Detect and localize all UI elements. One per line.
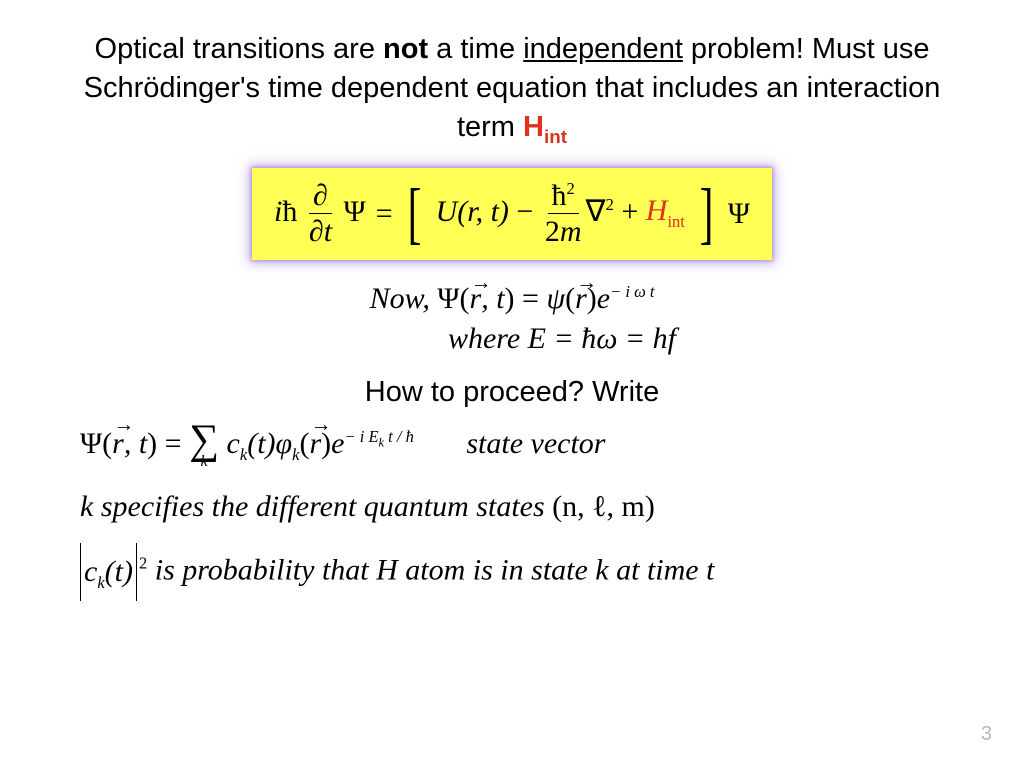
now-r-vec: r <box>470 282 482 316</box>
sv-sum: ∑ k <box>189 422 219 470</box>
eq-minus: − <box>509 194 541 227</box>
equation-box-wrap: iħ ∂ ∂t Ψ = [ U(r, t) − ħ2 2m ∇2 + Hint … <box>70 168 954 260</box>
eq-nabla: ∇ <box>586 194 606 227</box>
sv-phi-open: ( <box>299 427 309 460</box>
sv-exp: − i Ek t / ħ <box>344 427 413 446</box>
eq-frac-den-t: t <box>324 215 332 248</box>
eq-hbar: ħ <box>282 194 297 227</box>
sv-exp2: t / ħ <box>384 427 414 446</box>
eq-2: 2 <box>545 215 560 248</box>
sv-r-vec: r <box>112 421 124 466</box>
eq-equals: = <box>376 197 393 231</box>
hint-H: H <box>523 111 544 143</box>
how-to-proceed: How to proceed? Write <box>70 376 954 409</box>
now-r-vec2: r <box>575 282 587 316</box>
k-tuple: (n, ℓ, m) <box>552 490 655 523</box>
now-label: Now, <box>370 282 438 315</box>
eq-lbracket: [ <box>407 186 421 241</box>
headline-independent: independent <box>523 33 683 65</box>
where-label: where <box>448 322 528 355</box>
abs-brackets: ck(t) <box>80 543 137 602</box>
sv-open: ( <box>102 427 112 460</box>
now-close: ) <box>505 282 515 315</box>
eq-plus: + <box>614 194 646 227</box>
sv-c: c <box>227 427 240 460</box>
now-eq: = <box>515 282 547 315</box>
eq-frac-num: ∂ <box>309 180 332 215</box>
sv-t: t <box>139 427 147 460</box>
headline-pre: Optical transitions are <box>95 33 384 65</box>
eq-U-args: (r, t) <box>457 194 509 227</box>
ck2-sub: k <box>97 573 104 592</box>
sv-exp1: − i E <box>344 427 378 446</box>
sv-phi: φ <box>276 427 293 460</box>
now-open2: ( <box>565 282 575 315</box>
eq-hbar2-sup: 2 <box>567 179 575 198</box>
k-specifies-line: k specifies the different quantum states… <box>80 484 954 529</box>
eq-bracket-content: U(r, t) − ħ2 2m ∇2 + Hint <box>436 180 685 248</box>
eq-m: m <box>560 215 582 248</box>
sv-ck: ck <box>227 427 248 460</box>
ck2-text: is probability that H atom is in state k… <box>155 553 715 586</box>
eq-partial-symbol2: ∂ <box>309 215 324 248</box>
ck2-sq: 2 <box>139 553 147 572</box>
schrodinger-equation-box: iħ ∂ ∂t Ψ = [ U(r, t) − ħ2 2m ∇2 + Hint … <box>252 168 772 260</box>
eq-Psi: Ψ <box>344 194 366 227</box>
now-t: t <box>496 282 504 315</box>
sv-close: ) <box>147 427 157 460</box>
state-vector-eq: Ψ(r, t) = ∑ k ck(t)φk(r)e− i Ek t / ħ st… <box>80 421 954 470</box>
slide: Optical transitions are not a time indep… <box>0 0 1024 768</box>
eq-h2-num: ħ2 <box>548 180 579 215</box>
now-exp: − i ω t <box>610 282 654 301</box>
eq-frac-den: ∂t <box>305 214 336 248</box>
now-open: ( <box>460 282 470 315</box>
where-line: where E = ħω = hf <box>170 322 954 356</box>
k-var: k <box>80 490 93 523</box>
sv-eq: = <box>157 427 189 460</box>
eq-h2-den: 2m <box>541 214 586 248</box>
now-psi: ψ <box>546 282 565 315</box>
eq-hbar2: ħ <box>552 179 567 212</box>
eq-Hint-sub: int <box>667 212 684 231</box>
page-number: 3 <box>981 723 992 746</box>
now-e: e <box>597 282 610 315</box>
eq-h2-frac: ħ2 2m <box>541 180 586 248</box>
sv-label: state vector <box>466 427 605 460</box>
eq-U: U <box>436 194 458 227</box>
sv-phi-r: r <box>309 421 321 466</box>
k-text: specifies the different quantum states <box>93 490 552 523</box>
eq-nabla-sq: 2 <box>606 194 614 213</box>
eq-rbracket: ] <box>699 186 713 241</box>
headline-not: not <box>383 33 428 65</box>
headline: Optical transitions are not a time indep… <box>70 30 954 150</box>
ck2-args: (t) <box>105 555 133 588</box>
hint-term: Hint <box>523 111 567 143</box>
sv-ck-args: (t) <box>247 427 275 460</box>
hint-sub: int <box>544 126 567 147</box>
eq-rhs-Psi: Ψ <box>728 197 750 231</box>
eq-Hint-H: H <box>646 194 668 227</box>
eq-lhs: iħ ∂ ∂t Ψ <box>274 180 366 248</box>
eq-Hint: Hint <box>646 194 685 227</box>
now-Psi: Ψ <box>437 282 459 315</box>
headline-mid: a time <box>428 33 523 65</box>
ck-probability-line: ck(t) 2 is probability that H atom is in… <box>80 543 954 602</box>
sv-sum-sub: k <box>201 455 208 469</box>
now-line: Now, Ψ(r, t) = ψ(r)e− i ω t <box>70 282 954 316</box>
sv-e: e <box>331 427 344 460</box>
ck2-c: c <box>84 555 97 588</box>
eq-partial-frac: ∂ ∂t <box>305 180 336 248</box>
where-eq: E = ħω = hf <box>528 322 676 355</box>
sv-Psi: Ψ <box>80 427 102 460</box>
